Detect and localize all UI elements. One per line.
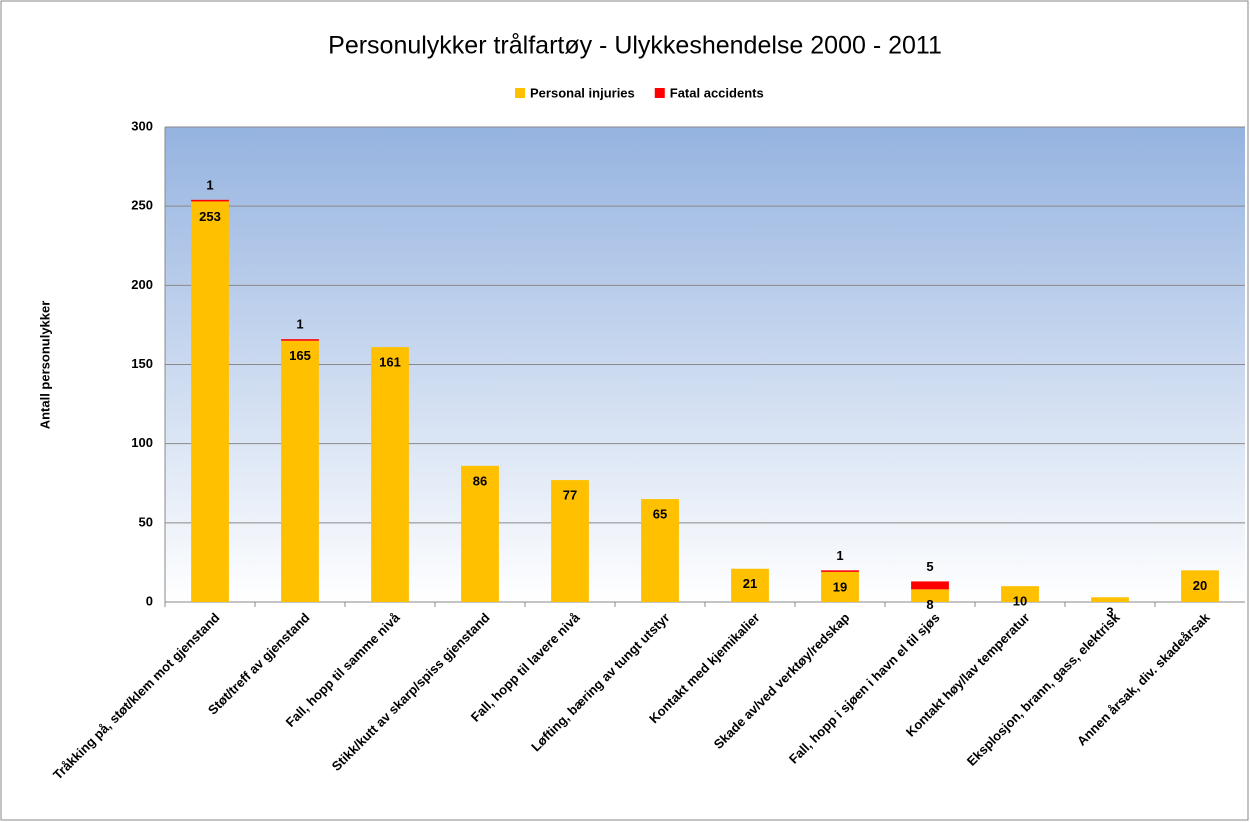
bar-segment: [1001, 586, 1039, 602]
data-label: 65: [653, 507, 667, 522]
data-label: 1: [206, 177, 213, 192]
data-label: 165: [289, 348, 311, 363]
bar-segment: [371, 347, 409, 602]
data-label: 161: [379, 355, 401, 370]
legend-label: Fatal accidents: [670, 85, 764, 100]
bar-segment: [911, 581, 949, 590]
bar-segment: [821, 570, 859, 572]
bar-segment: [281, 339, 319, 341]
legend-swatch: [515, 88, 525, 98]
y-tick-label: 200: [131, 277, 153, 292]
data-label: 3: [1106, 605, 1113, 620]
bar-segment: [191, 201, 229, 602]
bar-segment: [551, 480, 589, 602]
y-tick-label: 250: [131, 198, 153, 213]
bar-segment: [731, 568, 769, 602]
y-tick-label: 50: [139, 514, 153, 529]
data-label: 77: [563, 488, 577, 503]
data-label: 253: [199, 209, 221, 224]
y-axis-label: Antall personulykker: [37, 301, 52, 430]
bar-segment: [281, 340, 319, 602]
legend-swatch: [654, 88, 665, 98]
legend-label: Personal injuries: [530, 85, 635, 100]
data-label: 1: [836, 548, 843, 563]
data-label: 5: [926, 559, 933, 574]
y-tick-label: 0: [146, 593, 153, 608]
data-label: 19: [833, 579, 847, 594]
bar-segment: [1091, 597, 1129, 602]
data-label: 10: [1013, 594, 1027, 609]
bar-segment: [821, 571, 859, 602]
y-tick-label: 300: [131, 118, 153, 133]
bar-segment: [461, 465, 499, 602]
chart-title: Personulykker trålfartøy - Ulykkeshendel…: [328, 32, 942, 60]
data-label: 8: [926, 597, 933, 612]
y-tick-label: 150: [131, 356, 153, 371]
data-label: 21: [743, 576, 757, 591]
bar-segment: [191, 199, 229, 202]
data-label: 1: [296, 317, 303, 332]
bar-segment: [641, 499, 679, 602]
bar-segment: [911, 589, 949, 602]
data-label: 86: [473, 473, 487, 488]
bar-segment: [1181, 570, 1219, 602]
legend: Personal injuries Fatal accidents: [515, 85, 764, 100]
data-label: 20: [1193, 578, 1207, 593]
y-tick-label: 100: [131, 435, 153, 450]
